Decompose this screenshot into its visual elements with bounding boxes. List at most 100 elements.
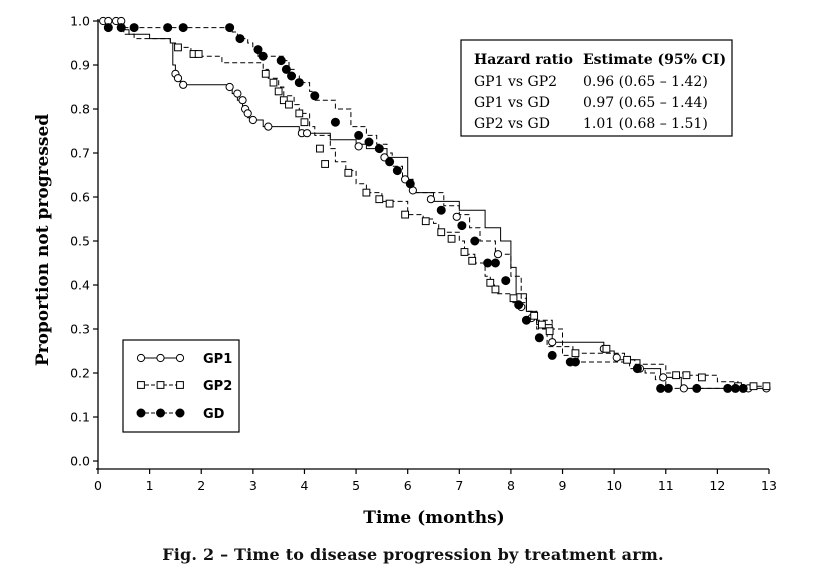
censor-mark-gd xyxy=(225,23,235,33)
censor-mark-gp2 xyxy=(401,210,410,219)
x-tick-label: 8 xyxy=(507,478,515,493)
legend-marker-gp2 xyxy=(176,381,184,389)
y-tick-label: 0.4 xyxy=(70,278,90,293)
censor-mark-gd xyxy=(692,383,702,393)
censor-mark-gd xyxy=(116,23,126,33)
x-tick-label: 2 xyxy=(197,478,205,493)
y-tick-label: 0.1 xyxy=(70,410,90,425)
hazard-ratio-box xyxy=(460,39,733,137)
censor-mark-gp2 xyxy=(571,349,580,358)
censor-mark-gd xyxy=(534,333,544,343)
censor-mark-gp2 xyxy=(174,43,182,52)
y-tick-label: 0.0 xyxy=(70,454,90,469)
censor-mark-gd xyxy=(178,23,188,33)
censor-mark-gd xyxy=(738,383,748,393)
censor-marks xyxy=(99,16,771,393)
legend-marker-gp1 xyxy=(136,353,146,363)
figure-caption: Fig. 2 – Time to disease progression by … xyxy=(162,545,664,564)
censor-mark-gd xyxy=(294,78,304,88)
censor-mark-gp1 xyxy=(225,82,234,92)
legend-marker-gp2 xyxy=(137,381,145,389)
legend-marker-gp1 xyxy=(175,353,185,363)
censor-mark-gp1 xyxy=(659,373,668,382)
censor-mark-gp1 xyxy=(354,142,363,151)
y-axis-title: Proportion not progressed xyxy=(33,114,53,366)
censor-mark-gp1 xyxy=(612,353,621,362)
censor-mark-gd xyxy=(103,23,113,33)
censor-mark-gd xyxy=(521,315,531,325)
censor-mark-gd xyxy=(656,383,666,393)
censor-mark-gp2 xyxy=(682,371,691,380)
censor-mark-gd xyxy=(470,236,480,246)
censor-mark-gd xyxy=(436,205,446,215)
hazard-ratio-table: Hazard ratio Estimate (95% CI) GP1 vs GP… xyxy=(460,39,733,137)
hr-row-comparison: GP2 vs GD xyxy=(474,116,550,132)
censor-mark-gd xyxy=(392,166,402,176)
censor-mark-gp1 xyxy=(679,384,688,393)
censor-mark-gd xyxy=(354,130,364,140)
x-tick-label: 5 xyxy=(352,478,360,493)
censor-mark-gp1 xyxy=(233,89,242,98)
censor-mark-gp1 xyxy=(238,96,247,105)
censor-mark-gp2 xyxy=(468,256,477,265)
censor-mark-gp2 xyxy=(279,96,288,105)
legend: GP1 GP2 GD xyxy=(122,339,240,433)
x-tick-label: 1 xyxy=(146,478,154,493)
hr-row-estimate: 0.96 (0.65 – 1.42) xyxy=(583,74,708,90)
censor-mark-gp1 xyxy=(426,195,436,204)
censor-mark-gp2 xyxy=(362,188,371,197)
y-tick-label: 0.7 xyxy=(70,146,90,161)
censor-mark-gp2 xyxy=(194,50,203,58)
legend-marker-gp1 xyxy=(156,353,165,363)
censor-mark-gd xyxy=(129,23,139,33)
censor-mark-gd xyxy=(330,117,340,127)
censor-mark-gp1 xyxy=(243,109,252,118)
hr-row-comparison: GP1 vs GP2 xyxy=(474,74,557,90)
legend-marker-gp2 xyxy=(156,381,165,389)
x-tick-label: 9 xyxy=(559,478,567,493)
censor-mark-gp2 xyxy=(491,285,500,294)
censor-mark-gd xyxy=(281,64,291,74)
censor-mark-gp2 xyxy=(316,144,324,153)
x-axis-title: Time (months) xyxy=(363,508,504,528)
censor-mark-gp2 xyxy=(274,87,283,96)
censor-mark-gp2 xyxy=(447,234,456,243)
censor-mark-gp2 xyxy=(698,373,706,382)
y-tick-label: 0.2 xyxy=(70,366,90,381)
censor-mark-gp2 xyxy=(486,278,495,287)
censor-mark-gp1 xyxy=(179,80,188,89)
series-line-gp2 xyxy=(98,20,769,387)
x-tick-label: 0 xyxy=(94,478,102,493)
censor-mark-gd xyxy=(547,350,557,360)
censor-mark-gp2 xyxy=(509,294,518,303)
censor-mark-gp2 xyxy=(545,327,554,336)
censor-mark-gp1 xyxy=(248,115,257,125)
censor-mark-gd xyxy=(287,71,297,81)
legend-label-gp2: GP2 xyxy=(203,379,232,394)
censor-mark-gp1 xyxy=(302,129,312,138)
censor-mark-gp2 xyxy=(261,69,270,78)
hr-header-estimate: Estimate (95% CI) xyxy=(583,52,726,68)
censor-mark-gp2 xyxy=(344,168,353,177)
censor-mark-gd xyxy=(490,258,500,268)
legend-label-gd: GD xyxy=(203,407,225,422)
censor-mark-gd xyxy=(501,276,511,286)
censor-mark-gp2 xyxy=(269,78,278,87)
censor-mark-gp2 xyxy=(749,382,758,391)
censor-mark-gd xyxy=(385,157,395,167)
x-tick-label: 10 xyxy=(606,478,622,493)
censor-mark-gd xyxy=(163,23,173,33)
censor-mark-gp2 xyxy=(460,248,469,256)
censor-mark-gd xyxy=(258,51,268,61)
x-tick-label: 3 xyxy=(249,478,257,493)
censor-mark-gp1 xyxy=(264,122,273,131)
censor-mark-gp2 xyxy=(421,217,430,226)
censor-mark-gd xyxy=(253,45,263,55)
y-tick-label: 0.8 xyxy=(70,102,90,117)
censor-mark-gd xyxy=(514,300,524,310)
x-tick-label: 13 xyxy=(761,478,777,493)
censor-mark-gd xyxy=(235,34,245,44)
censor-mark-gd xyxy=(374,144,384,154)
y-tick-label: 1.0 xyxy=(70,14,90,29)
